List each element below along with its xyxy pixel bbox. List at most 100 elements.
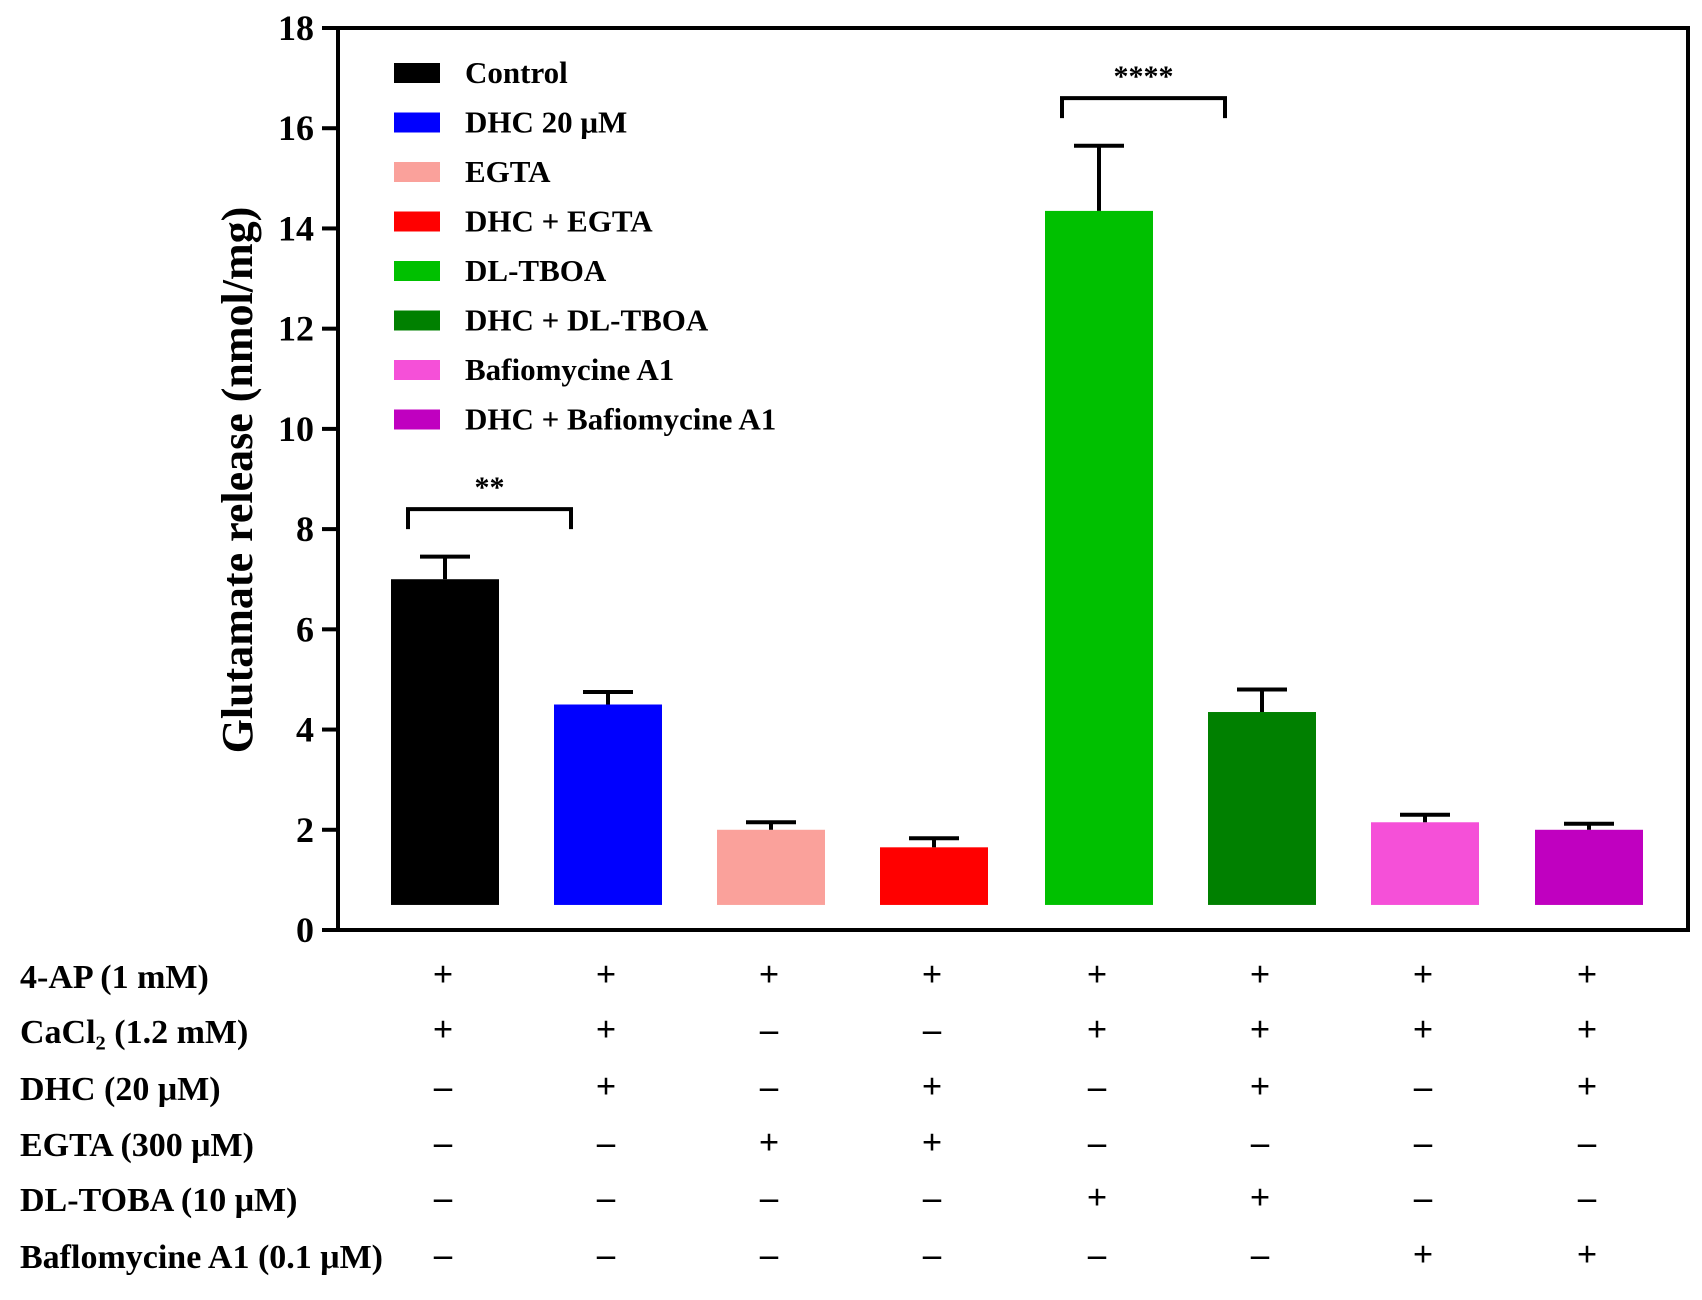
legend-swatch-5 xyxy=(394,261,440,281)
bars xyxy=(391,143,1643,905)
legend-label-1: Control xyxy=(465,55,568,90)
condition-sign: – xyxy=(1087,1122,1107,1162)
condition-sign: + xyxy=(1250,954,1271,994)
condition-sign: – xyxy=(759,1177,779,1217)
bar-7 xyxy=(1371,822,1479,905)
condition-sign: – xyxy=(1413,1122,1433,1162)
bar-6 xyxy=(1208,712,1316,905)
bar-3 xyxy=(717,829,825,905)
significance-bracket xyxy=(1060,96,1227,119)
condition-sign: – xyxy=(596,1122,616,1162)
axes: 0 2 4 6 8 10 12 14 16 18 Glutamate release (nmol/m… xyxy=(213,8,1690,950)
significance-bracket xyxy=(406,507,573,530)
condition-sign: + xyxy=(433,1009,454,1049)
y-tick-label: 18 xyxy=(278,8,314,48)
condition-sign: + xyxy=(759,954,780,994)
y-tick-label: 2 xyxy=(296,810,314,850)
bar-1 xyxy=(391,579,499,905)
condition-sign: + xyxy=(1577,954,1598,994)
condition-sign: – xyxy=(1250,1234,1270,1274)
condition-sign: + xyxy=(1577,1009,1598,1049)
y-tick-label: 14 xyxy=(278,208,314,248)
condition-sign: – xyxy=(1087,1234,1107,1274)
condition-sign: + xyxy=(1087,1177,1108,1217)
legend-label-4: DHC + EGTA xyxy=(465,204,653,239)
condition-sign: + xyxy=(1087,954,1108,994)
legend-swatch-7 xyxy=(394,360,440,380)
condition-sign: – xyxy=(1577,1177,1597,1217)
condition-sign: + xyxy=(1087,1009,1108,1049)
condition-sign: + xyxy=(1413,1234,1434,1274)
condition-label: DHC (20 μM) xyxy=(20,1071,221,1108)
plot-frame xyxy=(336,26,1690,932)
condition-sign: + xyxy=(1413,954,1434,994)
condition-table: 4-AP (1 mM) + + + + + + + + CaCl₂ (1.2 mM) + + – – + + +… xyxy=(20,954,1597,1276)
legend-swatch-1 xyxy=(394,63,440,83)
condition-sign: – xyxy=(1250,1122,1270,1162)
legend-label-5: DL-TBOA xyxy=(465,253,607,288)
condition-sign: – xyxy=(596,1234,616,1274)
condition-sign: + xyxy=(922,1066,943,1106)
y-tick-label: 4 xyxy=(296,710,314,750)
condition-label: CaCl₂ (1.2 mM) xyxy=(20,1014,248,1051)
legend-swatch-3 xyxy=(394,162,440,182)
condition-label: EGTA (300 μM) xyxy=(20,1127,254,1164)
condition-sign: + xyxy=(596,1066,617,1106)
bar-4 xyxy=(880,847,988,905)
y-tick-label: 12 xyxy=(278,309,314,349)
condition-sign: + xyxy=(596,954,617,994)
condition-sign: – xyxy=(922,1009,942,1049)
condition-sign: + xyxy=(922,1122,943,1162)
condition-sign: + xyxy=(596,1009,617,1049)
legend-swatch-4 xyxy=(394,211,440,232)
condition-sign: – xyxy=(759,1066,779,1106)
y-tick-label: 16 xyxy=(278,108,314,148)
bar-8 xyxy=(1535,829,1643,905)
condition-sign: + xyxy=(1250,1177,1271,1217)
condition-label: DL-TOBA (10 μM) xyxy=(20,1182,297,1219)
legend-label-2: DHC 20 μM xyxy=(465,105,627,140)
condition-sign: – xyxy=(433,1122,453,1162)
legend-swatch-2 xyxy=(394,112,440,133)
y-tick-label: 0 xyxy=(296,910,314,950)
legend-label-8: DHC + Bafiomycine A1 xyxy=(465,402,776,437)
condition-label: Baflomycine A1 (0.1 μM) xyxy=(20,1239,383,1276)
y-tick-label: 8 xyxy=(296,509,314,549)
condition-sign: + xyxy=(1250,1009,1271,1049)
bar-2 xyxy=(554,704,662,905)
condition-sign: – xyxy=(433,1177,453,1217)
condition-sign: + xyxy=(433,954,454,994)
condition-sign: – xyxy=(433,1066,453,1106)
condition-sign: + xyxy=(1577,1234,1598,1274)
condition-sign: + xyxy=(1577,1066,1598,1106)
legend: Control DHC 20 μM EGTA DHC + EGTA DL-TBOA DHC… xyxy=(394,55,776,437)
condition-sign: – xyxy=(1577,1122,1597,1162)
condition-sign: + xyxy=(1413,1009,1434,1049)
y-axis-title: Glutamate release (nmol/mg) xyxy=(213,207,262,754)
condition-sign: – xyxy=(1087,1066,1107,1106)
condition-sign: + xyxy=(759,1122,780,1162)
condition-sign: – xyxy=(433,1234,453,1274)
condition-sign: – xyxy=(922,1177,942,1217)
legend-label-6: DHC + DL-TBOA xyxy=(465,303,709,338)
y-tick-label: 10 xyxy=(278,409,314,449)
condition-sign: – xyxy=(596,1177,616,1217)
significance-brackets: ****** xyxy=(406,60,1227,530)
significance-label: ** xyxy=(475,471,505,504)
condition-sign: – xyxy=(1413,1066,1433,1106)
y-tick-label: 6 xyxy=(296,609,314,649)
condition-sign: + xyxy=(1250,1066,1271,1106)
bar-5 xyxy=(1045,210,1153,905)
condition-sign: – xyxy=(759,1234,779,1274)
significance-label: **** xyxy=(1114,60,1174,93)
condition-sign: – xyxy=(759,1009,779,1049)
legend-label-7: Bafiomycine A1 xyxy=(465,352,674,387)
legend-swatch-8 xyxy=(394,409,440,430)
condition-label: 4-AP (1 mM) xyxy=(20,959,209,996)
condition-sign: – xyxy=(1413,1177,1433,1217)
legend-swatch-6 xyxy=(394,310,440,331)
condition-sign: – xyxy=(922,1234,942,1274)
legend-label-3: EGTA xyxy=(465,154,551,189)
condition-sign: + xyxy=(922,954,943,994)
